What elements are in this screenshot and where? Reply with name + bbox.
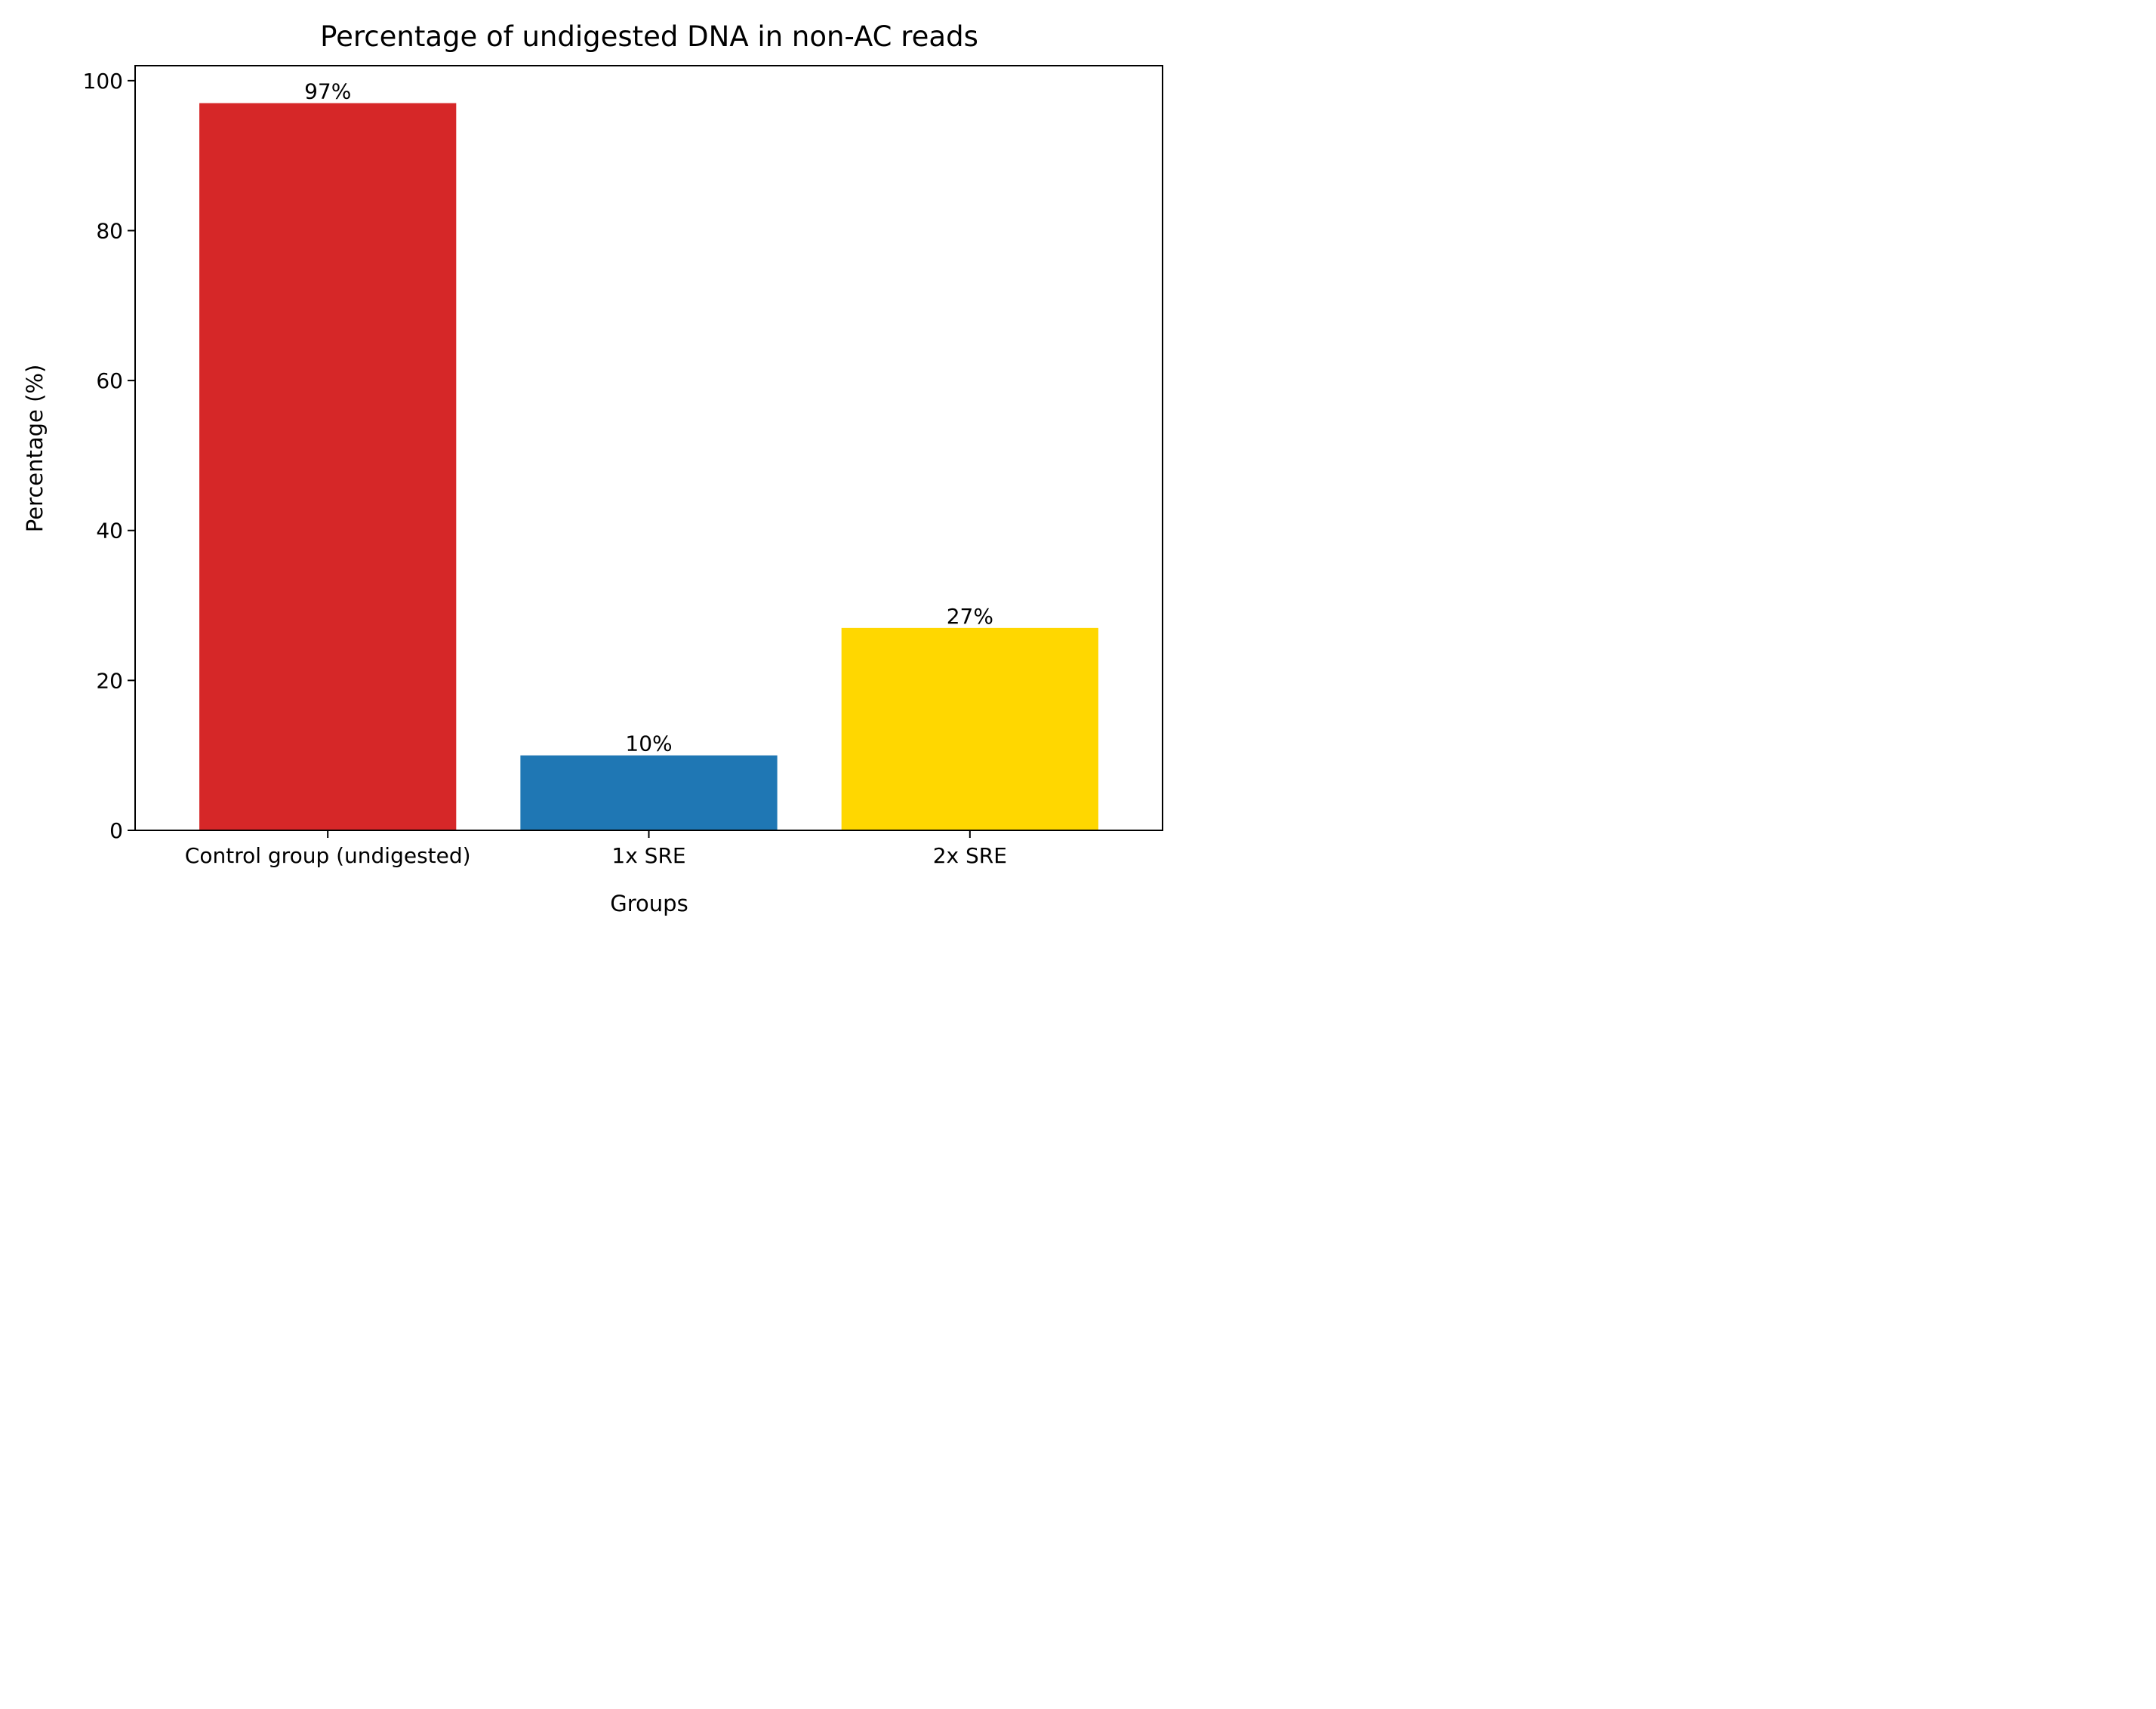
y-tick-label: 60 — [96, 368, 123, 393]
chart-title: Percentage of undigested DNA in non-AC r… — [320, 20, 978, 53]
x-axis-ticks: Control group (undigested) 1x SRE 2x SRE — [185, 830, 1007, 868]
bar-value-label: 27% — [947, 604, 993, 629]
x-tick-label: Control group (undigested) — [185, 843, 471, 868]
bar — [520, 755, 778, 830]
bar — [199, 103, 457, 830]
y-tick-label: 40 — [96, 519, 123, 543]
bar — [841, 627, 1098, 830]
bar-chart: Percentage of undigested DNA in non-AC r… — [22, 20, 1163, 916]
bar-value-label: 97% — [304, 79, 351, 104]
bar-value-label: 10% — [625, 731, 672, 756]
y-tick-label: 80 — [96, 218, 123, 243]
bar-labels-group: 97% 10% 27% — [304, 79, 993, 756]
y-axis-ticks: 0 20 40 60 80 100 — [83, 69, 135, 843]
y-tick-label: 20 — [96, 668, 123, 693]
x-tick-label: 1x SRE — [611, 843, 685, 868]
bars-group — [199, 103, 1098, 830]
y-tick-label: 100 — [83, 69, 123, 94]
y-tick-label: 0 — [109, 818, 123, 843]
x-tick-label: 2x SRE — [933, 843, 1007, 868]
y-axis-label: Percentage (%) — [22, 365, 48, 533]
x-axis-label: Groups — [610, 891, 688, 916]
